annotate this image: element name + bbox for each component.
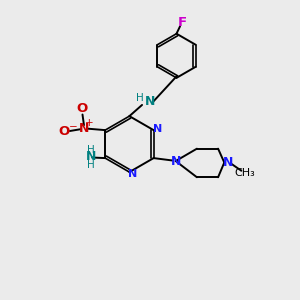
Text: O: O [58, 124, 70, 137]
Text: F: F [178, 16, 187, 29]
Text: N: N [223, 156, 233, 169]
Text: H: H [88, 145, 95, 155]
Text: N: N [145, 95, 155, 108]
Text: O: O [77, 102, 88, 115]
Text: −: − [69, 122, 77, 132]
Text: +: + [85, 118, 93, 128]
Text: N: N [79, 122, 89, 135]
Text: N: N [170, 154, 181, 167]
Text: N: N [128, 169, 137, 179]
Text: H: H [136, 93, 144, 103]
Text: N: N [86, 150, 97, 163]
Text: CH₃: CH₃ [234, 168, 255, 178]
Text: H: H [88, 160, 95, 170]
Text: N: N [152, 124, 162, 134]
